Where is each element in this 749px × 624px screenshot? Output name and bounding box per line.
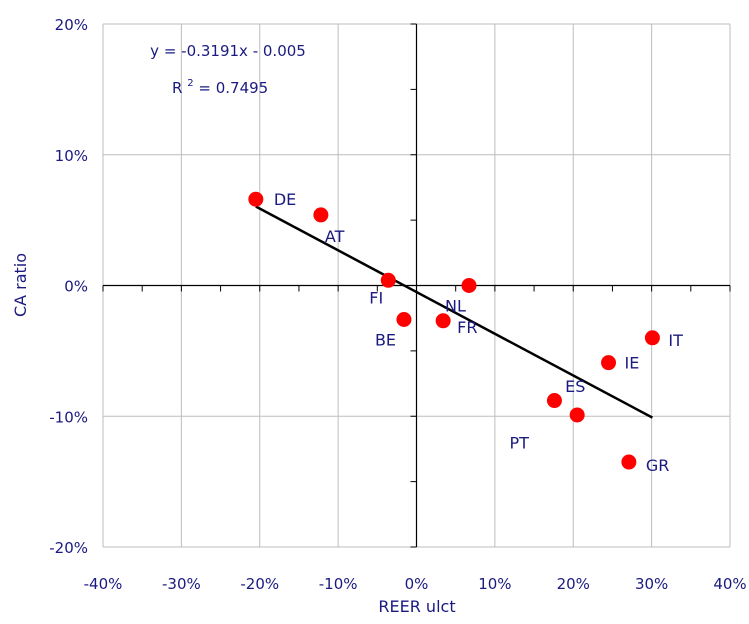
point-label-it: IT [668,331,683,350]
x-tick-label: -40% [84,575,123,593]
axes [102,23,731,548]
data-point-pt [546,393,562,409]
trendline-layer [255,205,653,419]
r-squared: R 2 = 0.7495 [172,72,268,97]
point-label-be: BE [375,330,396,349]
point-label-at: AT [325,227,345,246]
y-tick-label: -10% [49,408,88,426]
data-point-it [644,330,660,346]
data-point-ie [601,355,617,371]
data-point-at [313,207,329,223]
x-tick-label: -10% [319,575,358,593]
x-tick-label: -30% [162,575,201,593]
point-labels: DE AT FI BE FR NL PT ES IE GR IT [274,190,683,475]
data-points [248,191,660,470]
y-tick-label: -20% [49,539,88,557]
regression-equation: y = -0.3191x - 0.005 [150,42,306,60]
data-point-de [248,191,264,207]
data-point-es [569,407,585,423]
x-axis-title: REER ulct [378,597,455,616]
y-tick-label: 20% [55,16,88,34]
trendline [255,205,653,419]
data-point-nl [461,278,477,293]
data-point-fr [435,313,451,329]
x-tick-label: 40% [713,575,746,593]
x-tick-label: -20% [240,575,279,593]
point-label-pt: PT [509,434,529,453]
point-label-fi: FI [369,288,383,307]
point-label-es: ES [565,377,585,396]
point-label-ie: IE [625,354,640,373]
data-point-be [396,311,412,327]
r-squared-exponent: 2 [187,78,193,89]
r-squared-value: = 0.7495 [198,79,268,97]
x-tick-label: 10% [478,575,511,593]
x-tick-label: 0% [405,575,429,593]
data-point-gr [621,454,637,470]
y-axis-title: CA ratio [11,253,30,317]
point-label-nl: NL [445,297,466,316]
r-squared-symbol: R [172,79,182,97]
x-tick-label: 20% [557,575,590,593]
point-label-fr: FR [457,318,477,337]
y-tick-label: 0% [64,278,88,296]
point-label-de: DE [274,190,296,209]
data-point-fi [380,272,396,288]
x-tick-label: 30% [635,575,668,593]
point-label-gr: GR [646,456,670,475]
tick-labels: -40% -30% -20% -10% 0% 10% 20% 30% 40% -20% -10% 0%… [49,16,746,593]
y-tick-label: 10% [55,147,88,165]
